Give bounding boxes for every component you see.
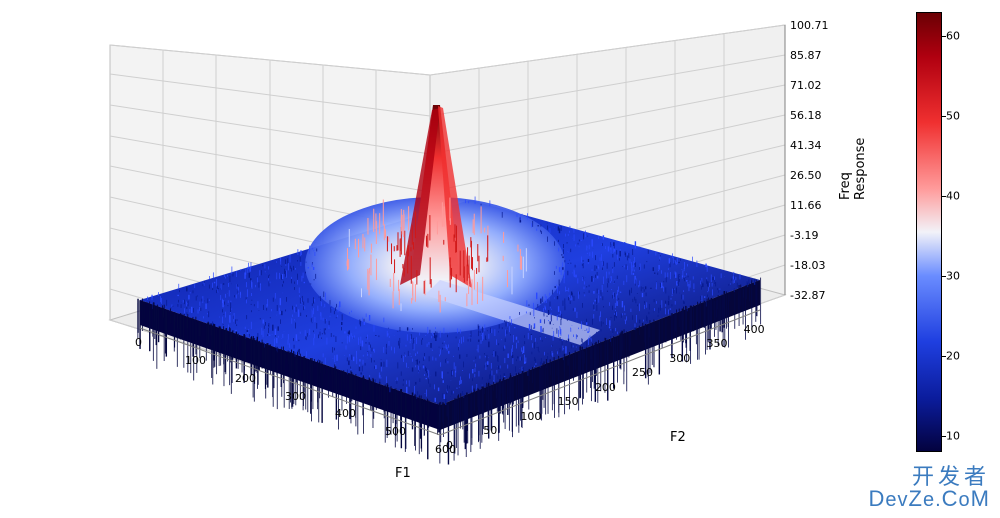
f1-tick: 0 [135,336,142,349]
z-tick: -32.87 [790,289,825,302]
f1-tick: 100 [185,354,206,367]
f2-tick: 350 [706,337,727,350]
watermark-line2: DevZe.CoM [869,488,991,510]
f1-axis-label: F1 [395,466,411,481]
surface-svg [40,10,870,510]
colorbar-tick: 50 [946,110,960,123]
z-tick: 71.02 [790,79,822,92]
f2-axis-label: F2 [670,430,686,445]
colorbar-tick: 10 [946,430,960,443]
f1-tick: 400 [335,407,356,420]
colorbar: 102030405060 [916,12,942,452]
f1-tick: 200 [235,372,256,385]
z-tick: 26.50 [790,169,822,182]
colorbar-tick: 20 [946,350,960,363]
colorbar-gradient [916,12,942,452]
watermark-line1: 开发者 [869,466,991,488]
f2-tick: 300 [669,352,690,365]
f2-tick: 100 [520,410,541,423]
watermark-logo: 开发者 DevZe.CoM [869,466,991,510]
z-tick: 100.71 [790,19,829,32]
z-tick: 11.66 [790,199,822,212]
f2-tick: 0 [446,439,453,452]
z-axis-label: Freq Response [838,138,868,200]
colorbar-tick: 40 [946,190,960,203]
z-tick: 41.34 [790,139,822,152]
f2-tick: 400 [744,323,765,336]
f2-tick: 150 [558,395,579,408]
z-tick: -18.03 [790,259,825,272]
z-tick: 56.18 [790,109,822,122]
surface-plot-3d: 0100200300400500600 05010015020025030035… [40,10,870,510]
colorbar-tick: 30 [946,270,960,283]
z-tick: -3.19 [790,229,818,242]
f2-tick: 200 [595,381,616,394]
f1-tick: 300 [285,390,306,403]
f2-tick: 250 [632,366,653,379]
f1-tick: 500 [385,425,406,438]
f2-tick: 50 [483,424,497,437]
z-tick: 85.87 [790,49,822,62]
colorbar-tick: 60 [946,30,960,43]
